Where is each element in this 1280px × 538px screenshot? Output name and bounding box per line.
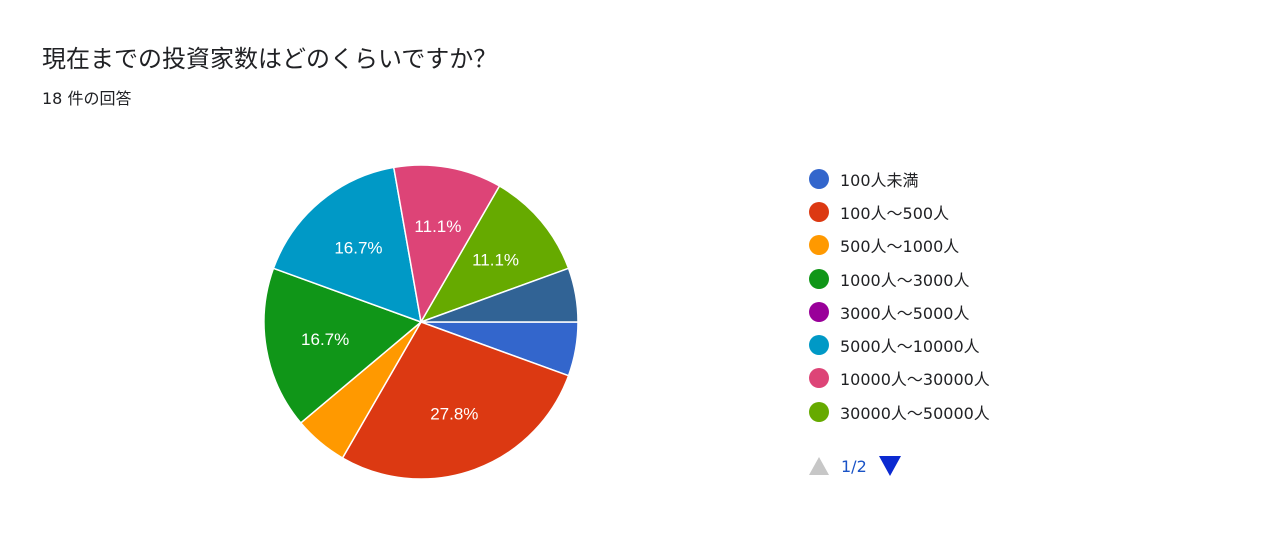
- legend-swatch: [809, 201, 829, 222]
- pie-slice[interactable]: [272, 166, 422, 324]
- slice-percent-label: 11.1%: [414, 217, 461, 236]
- legend-label: 500人～1000人: [840, 237, 960, 257]
- legend-label: 100人～500人: [840, 203, 950, 223]
- legend-swatch: [809, 401, 829, 422]
- legend: 100人未満 100人～500人 500人～1000人 1000人～3000人 …: [809, 162, 990, 428]
- legend-label: 5000人～10000人: [840, 337, 980, 357]
- legend-swatch: [809, 335, 829, 356]
- legend-item[interactable]: 500人～1000人: [809, 229, 990, 262]
- slice-percent-label: 11.1%: [472, 250, 519, 269]
- pie-slice[interactable]: [392, 164, 501, 325]
- slice-percent-label: 27.8%: [430, 404, 478, 423]
- pie-slice[interactable]: [263, 267, 423, 424]
- legend-pager: 1/2: [809, 456, 901, 476]
- legend-label: 100人未満: [840, 170, 919, 190]
- pie-slice[interactable]: [419, 185, 570, 324]
- legend-item[interactable]: 10000人～30000人: [809, 362, 990, 395]
- next-page-icon[interactable]: [878, 456, 901, 476]
- slice-percent-label: 16.7%: [334, 238, 382, 257]
- slice-percent-label: 16.7%: [301, 330, 349, 349]
- legend-swatch: [809, 301, 829, 322]
- legend-item[interactable]: 3000人～5000人: [809, 295, 990, 328]
- legend-item[interactable]: 1000人～3000人: [809, 262, 990, 295]
- legend-label: 3000人～5000人: [840, 303, 970, 323]
- legend-item[interactable]: 5000人～10000人: [809, 328, 990, 361]
- legend-label: 1000人～3000人: [840, 270, 970, 290]
- legend-label: 30000人～50000人: [840, 403, 990, 423]
- legend-item[interactable]: 100人未満: [809, 162, 990, 195]
- legend-label: 10000人～30000人: [840, 370, 990, 390]
- legend-swatch: [809, 268, 829, 289]
- legend-swatch: [809, 235, 829, 256]
- page-indicator: 1/2: [841, 456, 867, 476]
- chart-title: 現在までの投資家数はどのくらいですか？: [42, 45, 498, 73]
- pie-slice[interactable]: [420, 267, 579, 323]
- legend-item[interactable]: 30000人～50000人: [809, 395, 990, 428]
- legend-item[interactable]: 100人～500人: [809, 195, 990, 228]
- legend-swatch: [809, 168, 829, 189]
- previous-page-icon[interactable]: [809, 457, 829, 475]
- legend-swatch: [809, 368, 829, 389]
- response-count: 18 件の回答: [42, 89, 132, 108]
